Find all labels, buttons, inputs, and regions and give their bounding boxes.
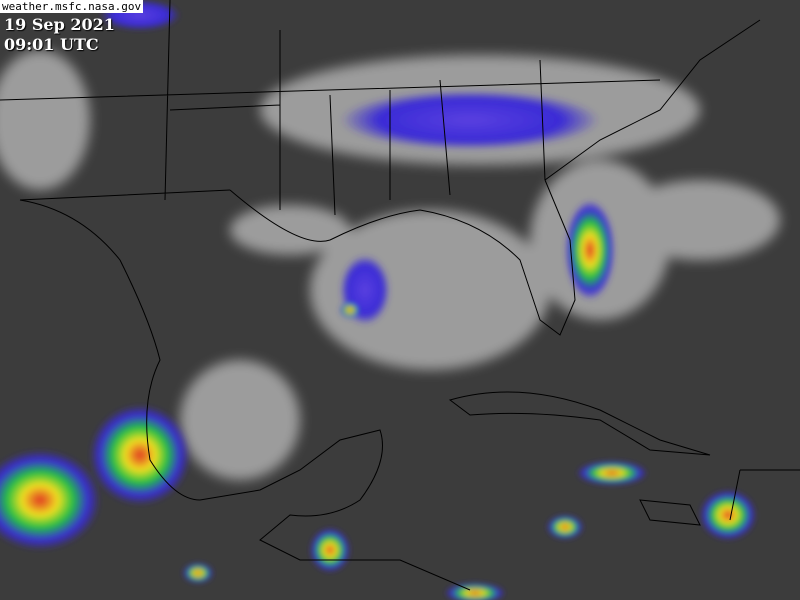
source-label: weather.msfc.nasa.gov xyxy=(0,0,144,13)
time-label: 09:01 UTC xyxy=(4,35,99,54)
date-label: 19 Sep 2021 xyxy=(4,15,115,34)
